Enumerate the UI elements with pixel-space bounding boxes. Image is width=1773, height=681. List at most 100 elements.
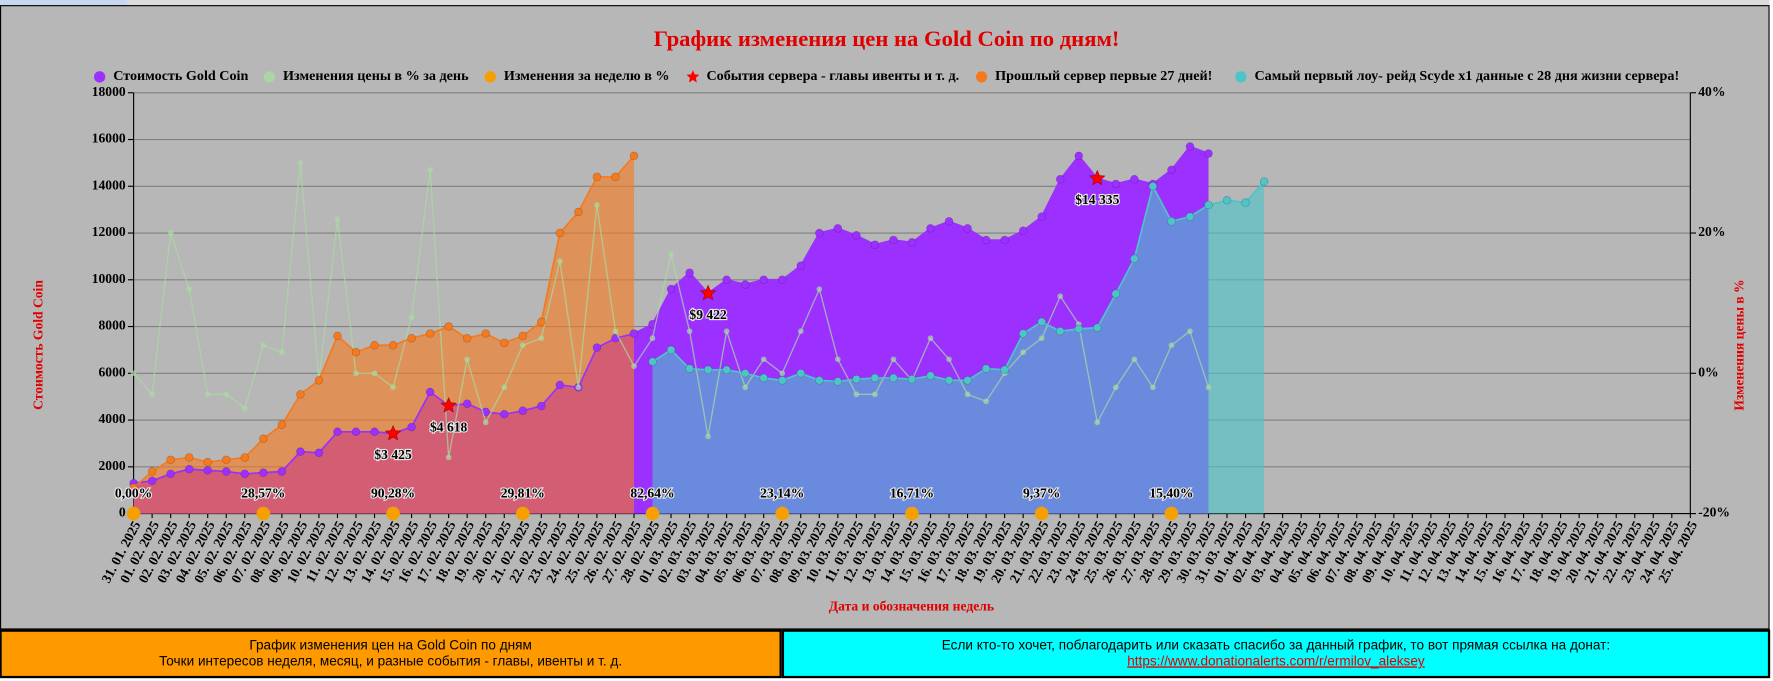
point — [501, 384, 508, 391]
point — [1222, 196, 1232, 205]
point — [184, 453, 194, 462]
points: 0,00% 28,57% 90,28% 29,81% 82,64% 23,14% 16,71… — [114, 169, 1195, 521]
legend-marker — [263, 71, 276, 83]
point — [1204, 149, 1213, 158]
event-label: $9 422 — [689, 307, 727, 322]
point — [333, 427, 342, 436]
point — [779, 370, 786, 377]
point — [815, 376, 824, 385]
point — [835, 356, 841, 363]
point — [777, 275, 787, 285]
footer-right-text: Если кто-то хочет, поблагодарить или ска… — [942, 638, 1610, 653]
point — [407, 333, 416, 343]
point — [353, 370, 359, 377]
legend-label: Изменения цены в % за день — [283, 68, 469, 84]
legend-label: Самый первый лоу- рейд Scyde x1 данные с… — [1254, 68, 1679, 84]
line — [133, 155, 635, 489]
point — [277, 467, 287, 476]
point — [926, 371, 935, 380]
donation-link[interactable]: https://www.donationalerts.com/r/ermilov… — [1127, 653, 1425, 668]
point — [760, 356, 767, 363]
point — [1074, 151, 1084, 161]
point — [927, 335, 934, 342]
point — [371, 370, 378, 377]
point — [1074, 324, 1084, 334]
point — [1259, 177, 1269, 186]
y2-tick-label: 40% — [1698, 84, 1725, 99]
point — [166, 455, 175, 465]
event-marker — [384, 424, 402, 441]
point — [427, 167, 433, 173]
point — [482, 419, 489, 426]
point — [1185, 142, 1195, 151]
week-marker — [386, 506, 400, 521]
legend-label: Прошлый сервер первые 27 дней! — [995, 68, 1212, 84]
sheet-cell — [0, 0, 127, 6]
point — [240, 469, 250, 479]
point — [1187, 328, 1193, 335]
point — [705, 433, 711, 440]
point — [279, 349, 285, 356]
point — [203, 466, 212, 475]
footer-left-title: График изменения цен на Gold Coin по дня… — [249, 638, 531, 653]
point — [314, 376, 324, 385]
point — [129, 483, 138, 493]
point — [722, 365, 731, 375]
point — [703, 365, 713, 375]
point — [816, 286, 823, 292]
point — [946, 356, 952, 363]
point — [797, 328, 804, 335]
point — [648, 357, 657, 366]
point — [186, 286, 193, 292]
point — [1168, 342, 1175, 349]
y2-tick-label: 0% — [1698, 364, 1718, 379]
week-marker — [515, 506, 530, 521]
point — [1018, 329, 1028, 338]
point — [333, 331, 342, 341]
point — [130, 370, 137, 377]
lines — [129, 142, 1269, 493]
event-marker — [699, 284, 717, 301]
point — [500, 338, 509, 348]
point — [1055, 175, 1065, 184]
point — [686, 328, 693, 335]
week-label: 9,37% — [1023, 485, 1060, 500]
event-marker — [440, 397, 457, 413]
point — [314, 448, 324, 458]
week-label: 0,00% — [115, 485, 152, 500]
week-label: 16,71% — [890, 485, 934, 500]
point — [833, 224, 843, 233]
point — [963, 224, 972, 233]
y-tick-label: 12000 — [92, 224, 126, 239]
legend-marker — [1235, 71, 1247, 83]
point — [462, 333, 472, 343]
legend-marker — [975, 71, 988, 83]
area — [133, 155, 635, 514]
point — [500, 409, 509, 419]
y2-tick-label: -20% — [1698, 505, 1730, 520]
point — [852, 231, 861, 240]
week-label: 29,81% — [501, 485, 545, 500]
point — [370, 341, 379, 350]
point — [203, 457, 212, 467]
week-marker — [1164, 506, 1179, 521]
point — [742, 384, 749, 391]
point — [370, 427, 379, 436]
point — [296, 390, 305, 399]
point — [444, 322, 453, 331]
point — [147, 467, 157, 476]
sheet-strip — [0, 0, 1770, 6]
point — [759, 373, 768, 383]
point — [334, 216, 341, 222]
point — [668, 251, 674, 257]
y2-axis-title: Изменения цены в % — [1731, 279, 1746, 410]
point — [519, 342, 526, 349]
point — [557, 258, 563, 264]
y-axis-title: Стоимость Gold Coin — [31, 280, 46, 410]
point — [240, 453, 250, 462]
point — [1037, 317, 1046, 327]
x-axis-title: Дата и обозначения недель — [829, 599, 994, 614]
point — [890, 356, 897, 363]
event-marker — [1089, 169, 1106, 186]
